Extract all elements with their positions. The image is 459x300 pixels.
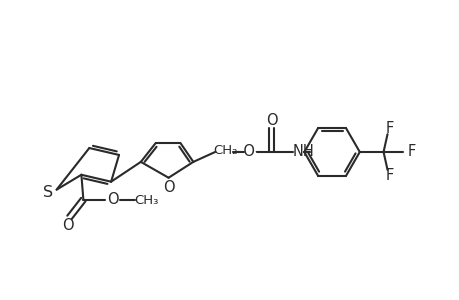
Text: O: O	[107, 192, 118, 207]
Text: NH: NH	[292, 145, 313, 160]
Text: O: O	[62, 218, 73, 233]
Text: F: F	[385, 121, 393, 136]
Text: CH₃: CH₃	[134, 194, 159, 207]
Text: CH₂: CH₂	[213, 143, 237, 157]
Text: O: O	[265, 113, 277, 128]
Text: F: F	[406, 145, 414, 160]
Text: F: F	[385, 168, 393, 183]
Text: O: O	[162, 180, 174, 195]
Text: S: S	[43, 185, 53, 200]
Text: –O–: –O–	[236, 145, 263, 160]
